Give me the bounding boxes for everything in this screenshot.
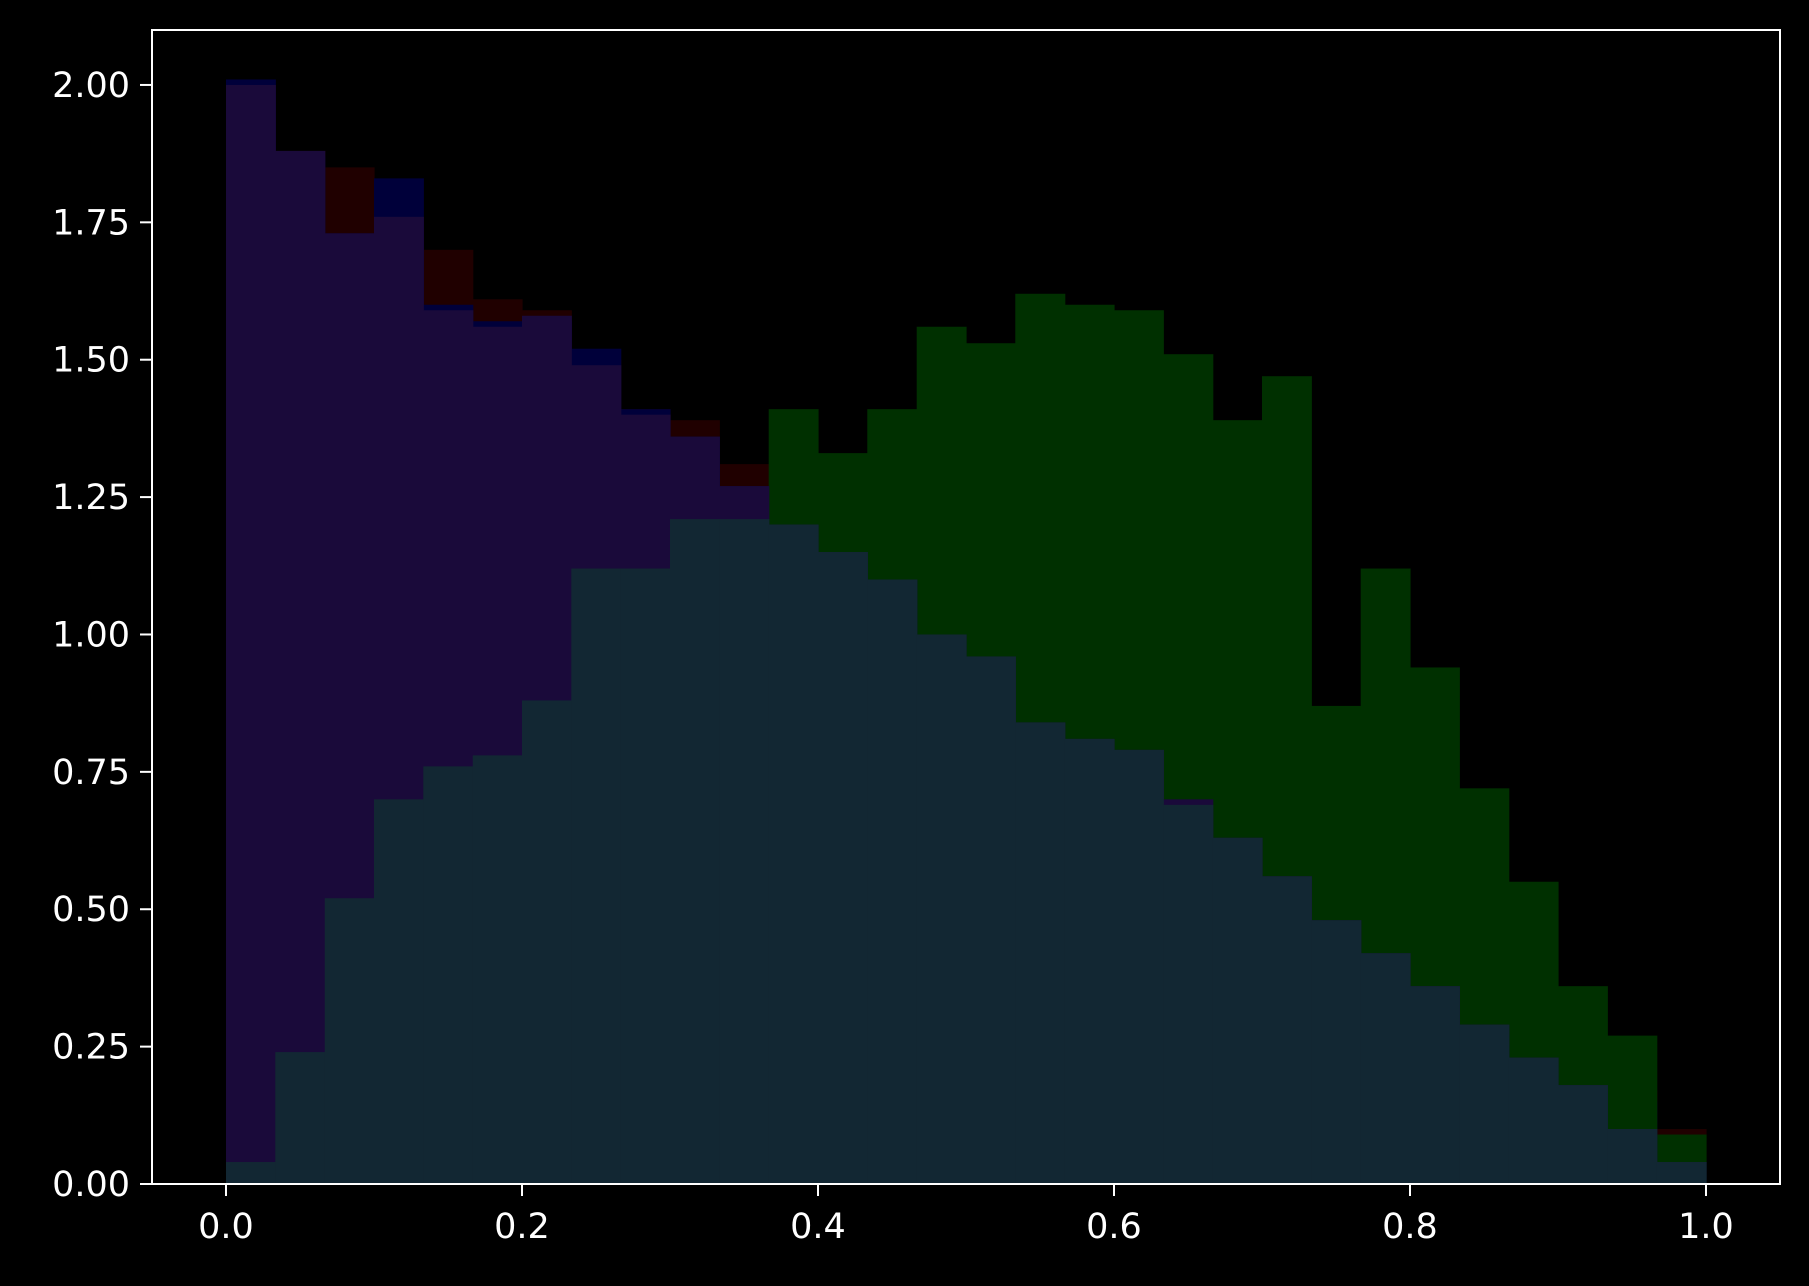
histogram-bar-series-5-bin-18 — [1064, 738, 1115, 1184]
histogram-bar-series-5-bin-23 — [1311, 920, 1362, 1184]
y-axis-ticks: 0.00 0.25 0.50 0.75 1.00 1.25 1.50 1.75 2.00 — [52, 66, 152, 1205]
histogram-bar-series-5-bin-3 — [324, 898, 375, 1184]
plot-frame — [151, 29, 1781, 1185]
x-axis-ticks: 0.0 0.2 0.4 0.6 0.8 1.0 — [198, 1184, 1734, 1247]
y-tick-label: 1.25 — [52, 478, 130, 518]
y-tick-label: 2.00 — [52, 66, 130, 106]
histogram-bar-series-5-bin-15 — [916, 634, 967, 1184]
histogram-bar-series-5-bin-1 — [226, 1162, 276, 1184]
histogram-bar-series-4-bin-1 — [226, 84, 276, 1185]
histogram-bar-series-5-bin-19 — [1114, 749, 1164, 1184]
histogram-bar-series-5-bin-17 — [1015, 722, 1066, 1184]
histogram-bar-series-5-bin-26 — [1459, 1024, 1510, 1184]
y-tick-label: 1.75 — [52, 203, 130, 243]
histogram-bar-series-5-bin-28 — [1558, 1085, 1608, 1184]
x-tick-label: 0.6 — [1086, 1207, 1142, 1247]
x-tick-label: 0.4 — [790, 1207, 846, 1247]
histogram-bar-series-5-bin-7 — [522, 700, 572, 1184]
histogram-bar-series-5-bin-14 — [867, 579, 918, 1184]
bars-layer — [226, 79, 1707, 1185]
x-tick-label: 0.8 — [1382, 1207, 1438, 1247]
histogram-bar-series-5-bin-22 — [1262, 876, 1312, 1184]
histogram-bar-series-5-bin-27 — [1508, 1057, 1559, 1184]
y-tick-label: 0.75 — [52, 753, 130, 793]
y-tick-label: 0.00 — [52, 1165, 130, 1205]
histogram-bar-series-5-bin-5 — [423, 766, 474, 1184]
histogram-bar-series-5-bin-24 — [1360, 953, 1411, 1184]
y-tick-label: 0.25 — [52, 1028, 130, 1068]
histogram-bar-series-5-bin-10 — [670, 519, 720, 1184]
histogram-bar-series-5-bin-25 — [1410, 986, 1460, 1184]
histogram-bar-series-5-bin-20 — [1163, 804, 1214, 1184]
histogram-bar-series-5-bin-4 — [374, 799, 424, 1184]
histogram-bar-series-5-bin-6 — [472, 755, 523, 1184]
histogram-bar-series-5-bin-21 — [1212, 837, 1263, 1184]
histogram-bar-series-5-bin-29 — [1607, 1129, 1658, 1184]
histogram-bar-series-5-bin-2 — [275, 1052, 326, 1184]
histogram-bar-series-5-bin-12 — [768, 524, 819, 1184]
histogram-bar-series-5-bin-30 — [1656, 1162, 1707, 1184]
histogram-bar-series-5-bin-9 — [620, 568, 671, 1184]
x-tick-label: 1.0 — [1678, 1207, 1734, 1247]
histogram-bar-series-4-bin-2 — [275, 150, 326, 1184]
x-tick-label: 0.0 — [198, 1207, 254, 1247]
x-tick-label: 0.2 — [494, 1207, 550, 1247]
y-tick-label: 1.50 — [52, 341, 130, 381]
y-tick-label: 0.50 — [52, 890, 130, 930]
histogram-bar-series-5-bin-11 — [719, 519, 770, 1184]
histogram-bar-series-5-bin-13 — [818, 552, 868, 1184]
histogram-bar-series-5-bin-16 — [966, 656, 1016, 1184]
y-tick-label: 1.00 — [52, 615, 130, 655]
histogram-bar-series-5-bin-8 — [571, 568, 622, 1184]
